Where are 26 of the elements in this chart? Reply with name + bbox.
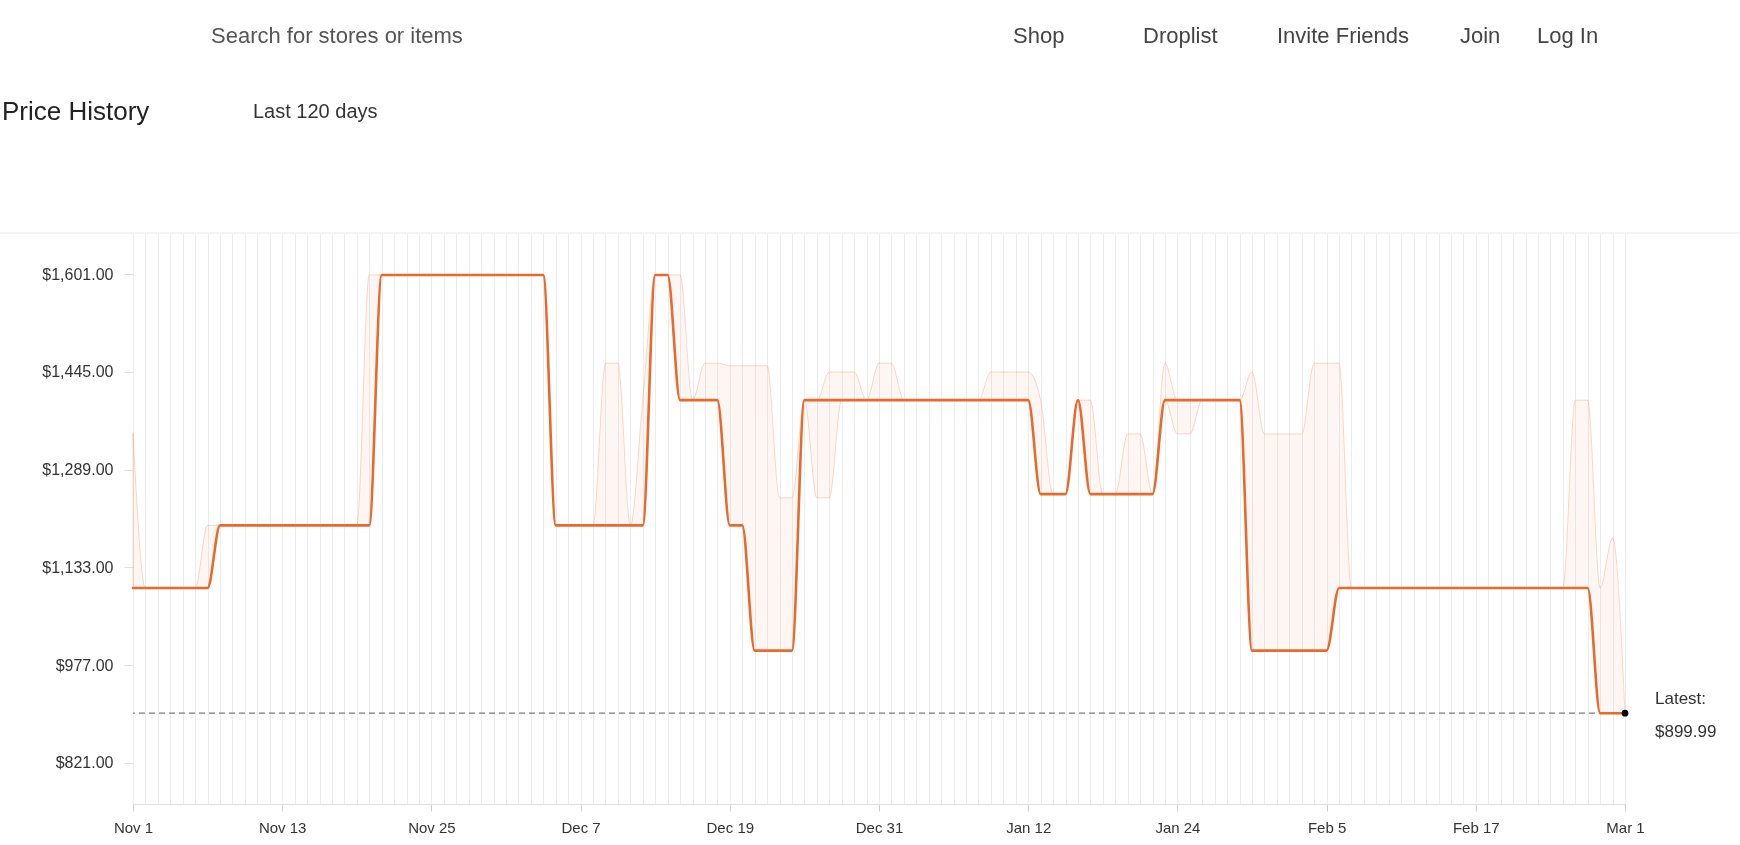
text: Search for stores or items [211, 23, 463, 48]
x-tick-label: Nov 13 [258, 818, 307, 836]
y-tick-label: $1,601.00 [42, 265, 114, 283]
chart-subtitle: Last 120 days [253, 100, 378, 122]
x-tick-label: Nov 25 [408, 818, 456, 836]
x-tick-label: Jan 12 [1006, 818, 1052, 836]
x-tick-label: Jan 24 [1155, 818, 1201, 836]
x-tick-label: Dec 7 [561, 818, 601, 836]
text: Join [1460, 23, 1501, 48]
x-tick-label: Dec 31 [855, 818, 904, 836]
x-tick-label: Mar 1 [1606, 818, 1645, 836]
annotation: Latest: $899.99 [1655, 689, 1717, 742]
text: Invite Friends [1277, 23, 1410, 48]
y-tick-label: $821.00 [55, 754, 114, 772]
text: Log In [1537, 23, 1599, 48]
y-tick-label: $977.00 [55, 656, 114, 674]
text: Droplist [1143, 23, 1218, 48]
x-tick-label: Feb 5 [1307, 818, 1347, 836]
x-tick-label: Feb 17 [1452, 818, 1500, 836]
y-tick-label: $1,133.00 [42, 558, 114, 576]
x-tick-label: Nov 1 [113, 818, 154, 836]
y-tick-label: $1,445.00 [42, 363, 114, 381]
text: Shop [1013, 23, 1065, 48]
chart-title: Price History [2, 96, 150, 126]
x-tick-label: Dec 19 [706, 818, 755, 836]
y-tick-label: $1,289.00 [42, 461, 114, 479]
